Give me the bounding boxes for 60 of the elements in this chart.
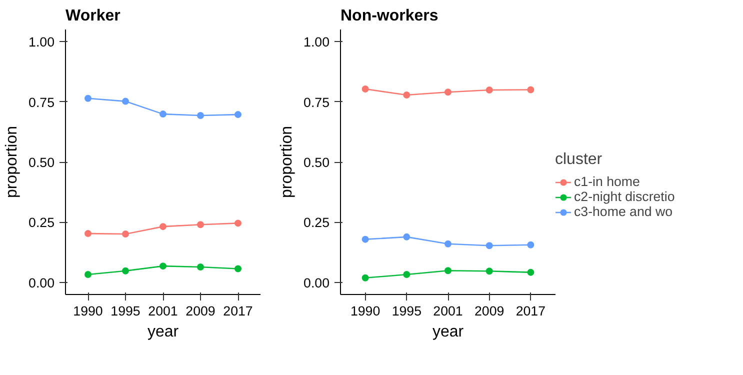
x-tick-label: 1990 [73,304,103,318]
x-tick-label: 2001 [433,304,463,318]
x-tick-label: 2001 [148,304,178,318]
point [362,236,369,243]
y-tick-label: 0.75 [304,94,330,110]
x-tick-label: 2009 [186,304,216,318]
legend-label: c3-home and wo [574,204,673,219]
point [403,92,410,99]
point [486,268,493,275]
point [160,110,166,118]
point [527,268,534,276]
legend-label: c1-in home [574,174,640,189]
point [122,230,129,238]
point [403,271,410,278]
chart-title: Non-workers [340,8,438,24]
point [122,267,129,274]
y-tick-label: 0.00 [304,275,330,290]
y-tick-label: 0.00 [28,275,55,290]
point [84,230,92,238]
x-tick-label: 2017 [516,304,546,318]
point [444,240,452,248]
y-tick-label: 1.00 [28,34,55,50]
point [403,233,410,240]
point [527,241,534,248]
point [362,86,369,92]
x-tick-label: 1995 [110,304,140,318]
point [234,111,242,118]
point [444,88,452,96]
x-tick-label: 2017 [223,304,253,318]
x-tick-label: 1990 [350,304,380,318]
point [444,267,452,274]
point [84,94,92,102]
legend-label: c2-night discretio [574,189,675,204]
y-tick-label: 0.75 [28,94,55,110]
chart-title: Worker [66,8,120,24]
point [197,264,204,271]
point [234,265,242,272]
y-tick-label: 0.25 [28,215,55,230]
point [197,221,204,228]
legend-title: cluster [555,151,604,169]
point [234,220,242,227]
point [486,86,493,94]
point [486,242,493,250]
x-tick-label: 2009 [474,304,504,318]
y-tick-label: 0.50 [28,155,55,170]
y-tick-label: 1.00 [304,34,330,50]
point [362,274,369,282]
y-tick-label: 0.50 [304,155,330,170]
point [197,112,204,119]
point [160,262,166,270]
point [160,223,166,230]
x-axis-title: year [432,324,464,340]
x-tick-label: 1995 [392,304,422,318]
y-axis-title: proportion [278,126,296,198]
x-axis-title: year [147,324,180,340]
y-axis-title: proportion [4,126,21,198]
point [122,98,129,105]
point [84,271,92,278]
point [527,86,534,94]
y-tick-label: 0.25 [304,215,330,230]
